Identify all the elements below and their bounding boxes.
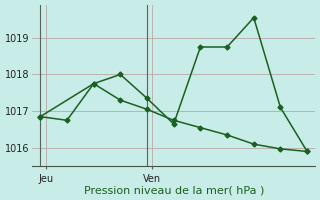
X-axis label: Pression niveau de la mer( hPa ): Pression niveau de la mer( hPa )	[84, 185, 264, 195]
